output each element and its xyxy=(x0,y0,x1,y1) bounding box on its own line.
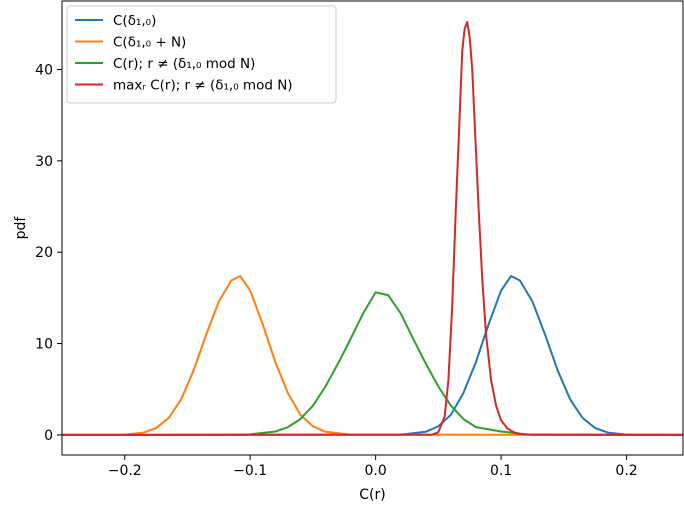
plot-area xyxy=(62,21,683,436)
x-tick-label: 0.0 xyxy=(365,463,387,479)
axes-frame xyxy=(61,0,684,456)
x-tick-label: −0.2 xyxy=(108,463,142,479)
legend-box xyxy=(66,5,337,104)
ticks: −0.2 −0.1 0.0 0.1 0.2 0 10 20 30 40 xyxy=(35,63,638,479)
y-tick-label: 0 xyxy=(44,428,53,444)
x-tick-label: 0.2 xyxy=(615,463,637,479)
x-axis-label: C(r) xyxy=(359,487,385,503)
y-tick-label: 40 xyxy=(35,63,53,79)
legend: C(δ₁,₀) C(δ₁,₀ + N) C(r); r ≠ (δ₁,₀ mod N)… xyxy=(66,5,337,104)
x-tick-label: 0.1 xyxy=(490,463,512,479)
series-line-2 xyxy=(62,274,683,436)
series-line-4 xyxy=(62,21,683,436)
legend-label-3: C(r); r ≠ (δ₁,₀ mod N) xyxy=(113,56,255,72)
x-tick-label: −0.1 xyxy=(233,463,267,479)
y-tick-label: 10 xyxy=(35,337,53,353)
y-axis-label: pdf xyxy=(13,216,29,240)
legend-label-4: maxᵣ C(r); r ≠ (δ₁,₀ mod N) xyxy=(113,78,293,94)
y-tick-label: 20 xyxy=(35,245,53,261)
legend-label-1: C(δ₁,₀) xyxy=(113,13,156,29)
legend-label-2: C(δ₁,₀ + N) xyxy=(113,35,186,51)
y-tick-label: 30 xyxy=(35,154,53,170)
series-line-3 xyxy=(62,291,683,436)
